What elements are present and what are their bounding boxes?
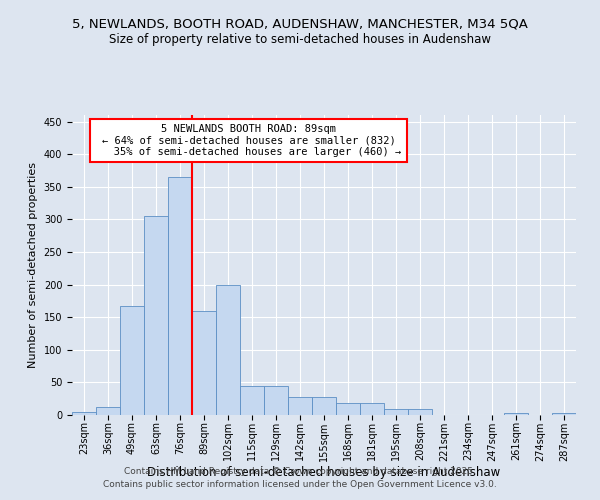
X-axis label: Distribution of semi-detached houses by size in Audenshaw: Distribution of semi-detached houses by … (148, 466, 500, 479)
Bar (360, 404, 384, 415)
Bar (288, 396, 312, 415)
Bar (120, 306, 144, 415)
Bar (192, 310, 216, 415)
Text: 5 NEWLANDS BOOTH ROAD: 89sqm
← 64% of semi-detached houses are smaller (832)
   : 5 NEWLANDS BOOTH ROAD: 89sqm ← 64% of se… (95, 124, 401, 157)
Bar (72, 412, 96, 415)
Y-axis label: Number of semi-detached properties: Number of semi-detached properties (28, 162, 38, 368)
Text: Contains HM Land Registry data © Crown copyright and database right 2025.: Contains HM Land Registry data © Crown c… (124, 467, 476, 476)
Bar (216, 284, 240, 415)
Bar (240, 386, 264, 415)
Bar (384, 409, 408, 415)
Bar (96, 406, 120, 415)
Bar (552, 413, 576, 415)
Bar (504, 413, 528, 415)
Text: Contains public sector information licensed under the Open Government Licence v3: Contains public sector information licen… (103, 480, 497, 489)
Text: 5, NEWLANDS, BOOTH ROAD, AUDENSHAW, MANCHESTER, M34 5QA: 5, NEWLANDS, BOOTH ROAD, AUDENSHAW, MANC… (72, 18, 528, 30)
Bar (264, 386, 288, 415)
Bar (168, 177, 192, 415)
Bar (312, 396, 336, 415)
Bar (408, 409, 432, 415)
Bar (336, 404, 360, 415)
Text: Size of property relative to semi-detached houses in Audenshaw: Size of property relative to semi-detach… (109, 32, 491, 46)
Bar (144, 216, 168, 415)
